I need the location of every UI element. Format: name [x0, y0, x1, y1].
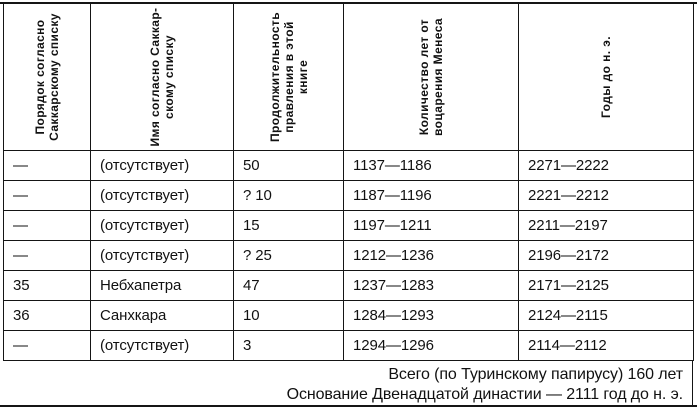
- column-header-order: Порядок согласно Саккарскому списку: [3, 4, 91, 151]
- cell-years-bce: 2271—2222: [518, 149, 694, 181]
- cell-years-from-menes: 1137—1186: [343, 149, 519, 181]
- footer-foundation-line: Основание Двенадцатой династии — 2111 го…: [286, 385, 683, 403]
- cell-order: —: [3, 329, 91, 361]
- table-header: Порядок согласно Саккарскому списку Имя …: [3, 4, 694, 151]
- cell-name: (отсутствует): [90, 209, 234, 241]
- column-header-duration-label: Продолжительность правления в этой книге: [267, 11, 310, 142]
- cell-duration: ? 10: [233, 179, 344, 211]
- cell-years-from-menes: 1294—1296: [343, 329, 519, 361]
- table-footer: Всего (по Туринскому папирусу) 160 лет О…: [3, 360, 693, 406]
- table-row: — (отсутствует) 15 1197—1211 2211—2197: [3, 209, 694, 241]
- column-header-name: Имя согласно Саккар- скому списку: [90, 4, 234, 151]
- cell-name: (отсутствует): [90, 329, 234, 361]
- cell-years-from-menes: 1197—1211: [343, 209, 519, 241]
- cell-name: Небхапетра: [90, 269, 234, 301]
- cell-years-bce: 2124—2115: [518, 299, 694, 331]
- cell-years-from-menes: 1187—1196: [343, 179, 519, 211]
- cell-order: 35: [3, 269, 91, 301]
- table-row: — (отсутствует) ? 10 1187—1196 2221—2212: [3, 179, 694, 211]
- column-header-years-bce: Годы до н. э.: [518, 4, 694, 151]
- cell-years-bce: 2171—2125: [518, 269, 694, 301]
- header-row: Порядок согласно Саккарскому списку Имя …: [3, 4, 694, 151]
- cell-name: Санхкара: [90, 299, 234, 331]
- table-row: — (отсутствует) 50 1137—1186 2271—2222: [3, 149, 694, 181]
- cell-years-bce: 2211—2197: [518, 209, 694, 241]
- cell-years-bce: 2196—2172: [518, 239, 694, 271]
- column-header-name-label: Имя согласно Саккар- скому списку: [148, 7, 176, 147]
- cell-years-from-menes: 1237—1283: [343, 269, 519, 301]
- cell-duration: 3: [233, 329, 344, 361]
- table-row: — (отсутствует) 3 1294—1296 2114—2112: [3, 329, 694, 361]
- cell-order: —: [3, 149, 91, 181]
- column-header-order-label: Порядок согласно Саккарскому списку: [33, 12, 61, 141]
- cell-order: 36: [3, 299, 91, 331]
- cell-years-from-menes: 1284—1293: [343, 299, 519, 331]
- cell-duration: ? 25: [233, 239, 344, 271]
- cell-name: (отсутствует): [90, 149, 234, 181]
- dynasty-rulers-table: Порядок согласно Саккарскому списку Имя …: [3, 4, 694, 361]
- cell-name: (отсутствует): [90, 179, 234, 211]
- cell-duration: 47: [233, 269, 344, 301]
- cell-years-from-menes: 1212—1236: [343, 239, 519, 271]
- cell-years-bce: 2221—2212: [518, 179, 694, 211]
- table-body: — (отсутствует) 50 1137—1186 2271—2222 —…: [3, 149, 694, 361]
- footer-total-line: Всего (по Туринскому папирусу) 160 лет: [388, 365, 683, 383]
- cell-duration: 10: [233, 299, 344, 331]
- cell-order: —: [3, 239, 91, 271]
- cell-order: —: [3, 179, 91, 211]
- column-header-years-from-menes: Количество лет от воцарения Менеса: [343, 4, 519, 151]
- table-row: — (отсутствует) ? 25 1212—1236 2196—2172: [3, 239, 694, 271]
- column-header-years-from-menes-label: Количество лет от воцарения Менеса: [417, 17, 445, 136]
- column-header-duration: Продолжительность правления в этой книге: [233, 4, 344, 151]
- column-header-years-bce-label: Годы до н. э.: [599, 35, 613, 118]
- cell-order: —: [3, 209, 91, 241]
- cell-name: (отсутствует): [90, 239, 234, 271]
- table-row: 36 Санхкара 10 1284—1293 2124—2115: [3, 299, 694, 331]
- cell-years-bce: 2114—2112: [518, 329, 694, 361]
- cell-duration: 50: [233, 149, 344, 181]
- cell-duration: 15: [233, 209, 344, 241]
- table-row: 35 Небхапетра 47 1237—1283 2171—2125: [3, 269, 694, 301]
